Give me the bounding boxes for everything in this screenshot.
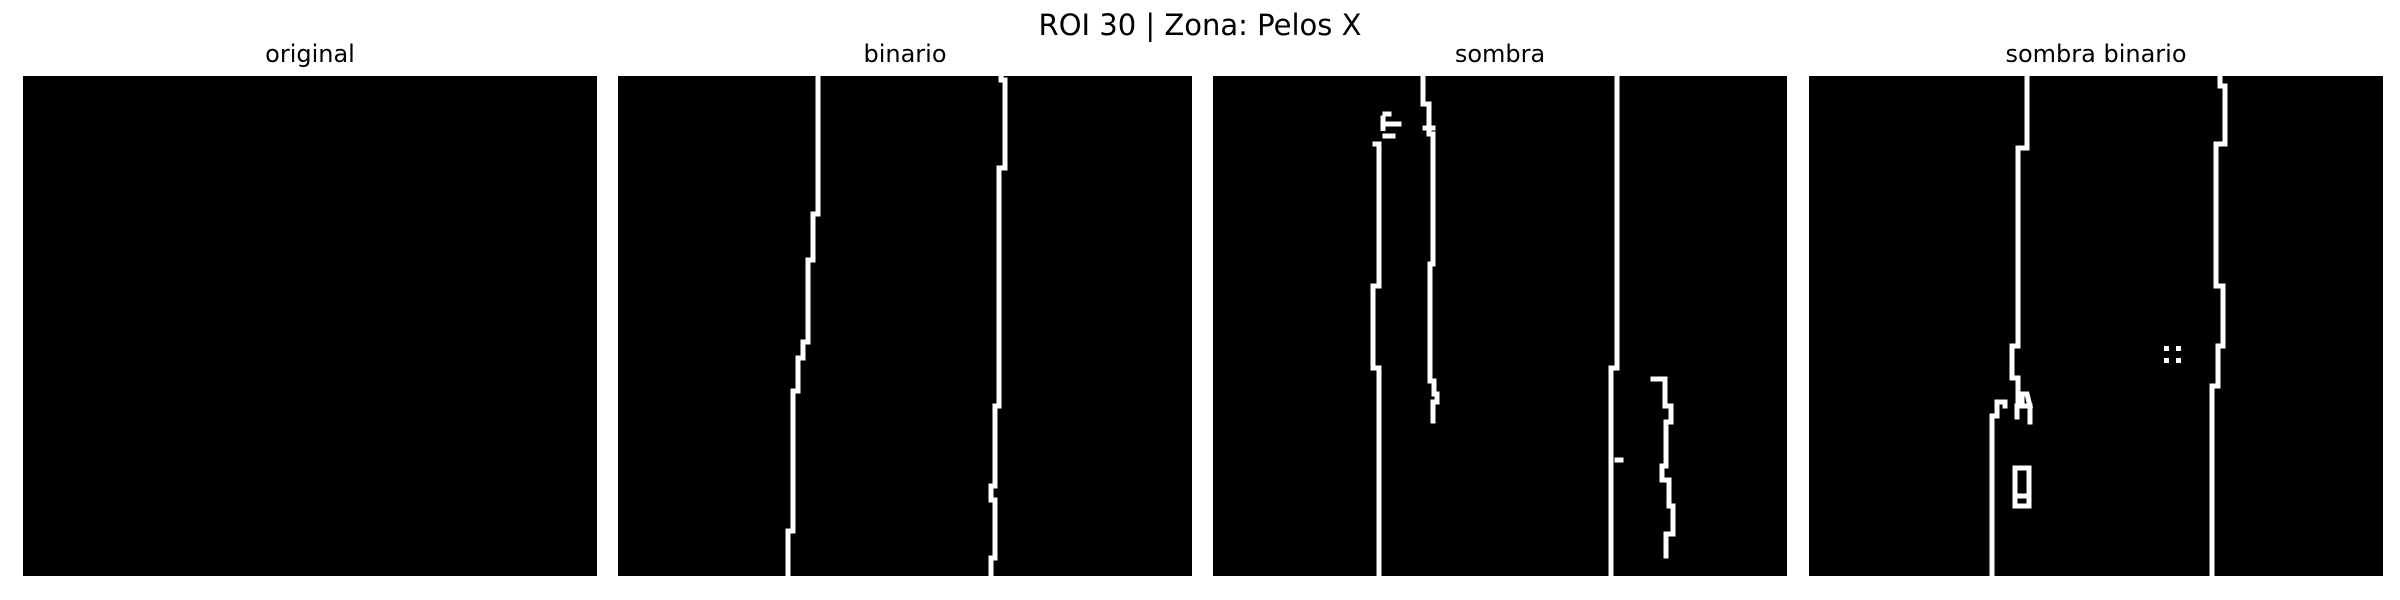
mask-svg-sombra (1370, 76, 1676, 576)
panel-title-sombra-binario: sombra binario (2005, 40, 2187, 68)
edge-stroke (1608, 76, 1620, 576)
mask-svg-binario (785, 76, 1008, 576)
edge-stroke (1989, 399, 2008, 576)
mask-svg-sombra-binario (1989, 76, 2228, 576)
panel-title-binario: binario (863, 40, 947, 68)
mask-image-binario (618, 76, 1192, 576)
mask-dot (2176, 346, 2181, 351)
edge-stroke (1380, 115, 1402, 131)
panel-title-original: original (265, 40, 355, 68)
edge-stroke (2009, 76, 2033, 425)
panel-title-sombra: sombra (1454, 40, 1546, 68)
mask-svg-original (23, 76, 597, 576)
edge-stroke (1370, 141, 1382, 576)
edge-stroke (2209, 76, 2228, 576)
edge-stroke (2012, 465, 2032, 509)
edge-stroke (988, 76, 1008, 576)
edge-stroke (1650, 376, 1676, 559)
mask-dot (2176, 358, 2181, 363)
mask-image-original (23, 76, 597, 576)
figure-suptitle: ROI 30 | Zona: Pelos X (1038, 8, 1362, 42)
mask-dot (2164, 346, 2169, 351)
edge-stroke (785, 76, 821, 576)
mask-dot (2164, 358, 2169, 363)
edge-stroke (2014, 391, 2034, 420)
mask-image-sombra-binario (1809, 76, 2383, 576)
edge-stroke (1420, 76, 1440, 424)
mask-image-sombra (1213, 76, 1787, 576)
